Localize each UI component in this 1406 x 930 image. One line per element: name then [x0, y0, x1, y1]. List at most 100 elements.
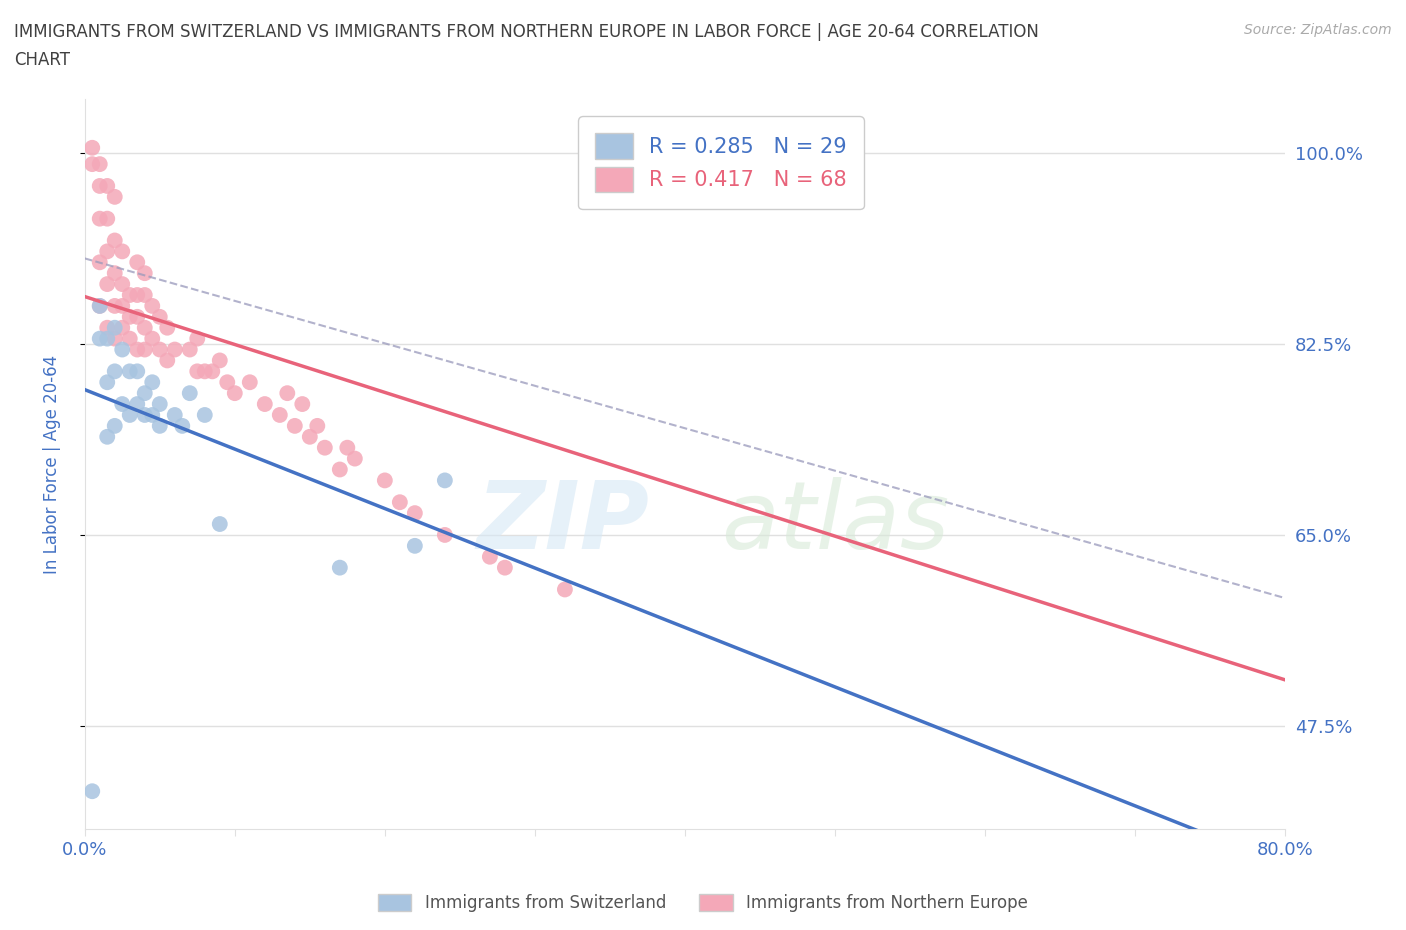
Point — [291, 396, 314, 411]
Point — [554, 582, 576, 597]
Point — [89, 331, 111, 346]
Point — [224, 386, 246, 401]
Point — [149, 396, 172, 411]
Point — [104, 331, 127, 346]
Point — [163, 407, 186, 422]
Point — [111, 299, 134, 313]
Point — [329, 560, 352, 575]
Point — [89, 211, 111, 226]
Text: IMMIGRANTS FROM SWITZERLAND VS IMMIGRANTS FROM NORTHERN EUROPE IN LABOR FORCE | : IMMIGRANTS FROM SWITZERLAND VS IMMIGRANT… — [14, 23, 1039, 41]
Point — [149, 342, 172, 357]
Point — [89, 299, 111, 313]
Point — [156, 320, 179, 335]
Point — [127, 255, 149, 270]
Text: atlas: atlas — [721, 477, 949, 568]
Point — [433, 473, 456, 488]
Point — [111, 320, 134, 335]
Point — [96, 331, 118, 346]
Point — [172, 418, 194, 433]
Point — [82, 156, 104, 171]
Point — [127, 396, 149, 411]
Point — [96, 244, 118, 259]
Point — [111, 342, 134, 357]
Point — [134, 386, 156, 401]
Point — [478, 550, 501, 565]
Point — [89, 179, 111, 193]
Point — [127, 287, 149, 302]
Legend: R = 0.285   N = 29, R = 0.417   N = 68: R = 0.285 N = 29, R = 0.417 N = 68 — [578, 116, 863, 209]
Point — [404, 538, 426, 553]
Point — [127, 310, 149, 325]
Text: ZIP: ZIP — [477, 476, 650, 568]
Point — [179, 386, 201, 401]
Point — [141, 331, 163, 346]
Point — [96, 320, 118, 335]
Point — [96, 211, 118, 226]
Point — [194, 407, 217, 422]
Point — [343, 451, 366, 466]
Point — [824, 140, 846, 155]
Point — [239, 375, 262, 390]
Point — [194, 364, 217, 379]
Point — [104, 233, 127, 248]
Point — [201, 364, 224, 379]
Point — [104, 190, 127, 205]
Point — [104, 418, 127, 433]
Point — [134, 287, 156, 302]
Point — [163, 342, 186, 357]
Point — [89, 156, 111, 171]
Point — [89, 255, 111, 270]
Y-axis label: In Labor Force | Age 20-64: In Labor Force | Age 20-64 — [44, 354, 60, 574]
Point — [134, 320, 156, 335]
Point — [118, 331, 141, 346]
Point — [388, 495, 411, 510]
Point — [104, 320, 127, 335]
Point — [141, 375, 163, 390]
Point — [208, 353, 231, 368]
Point — [433, 527, 456, 542]
Point — [118, 364, 141, 379]
Point — [111, 244, 134, 259]
Point — [336, 440, 359, 455]
Point — [134, 407, 156, 422]
Point — [96, 375, 118, 390]
Point — [141, 407, 163, 422]
Point — [269, 407, 291, 422]
Point — [307, 418, 329, 433]
Point — [149, 310, 172, 325]
Point — [253, 396, 276, 411]
Point — [111, 396, 134, 411]
Text: CHART: CHART — [14, 51, 70, 69]
Point — [82, 140, 104, 155]
Point — [127, 342, 149, 357]
Text: Source: ZipAtlas.com: Source: ZipAtlas.com — [1244, 23, 1392, 37]
Point — [186, 331, 208, 346]
Legend: Immigrants from Switzerland, Immigrants from Northern Europe: Immigrants from Switzerland, Immigrants … — [378, 895, 1028, 912]
Point — [134, 342, 156, 357]
Point — [314, 440, 336, 455]
Point — [104, 299, 127, 313]
Point — [718, 179, 741, 193]
Point — [217, 375, 239, 390]
Point — [141, 299, 163, 313]
Point — [276, 386, 298, 401]
Point — [96, 276, 118, 291]
Point — [104, 266, 127, 281]
Point — [118, 407, 141, 422]
Point — [284, 418, 307, 433]
Point — [404, 506, 426, 521]
Point — [96, 179, 118, 193]
Point — [149, 418, 172, 433]
Point — [82, 784, 104, 799]
Point — [298, 430, 321, 445]
Point — [134, 266, 156, 281]
Point — [208, 516, 231, 531]
Point — [127, 364, 149, 379]
Point — [329, 462, 352, 477]
Point — [179, 342, 201, 357]
Point — [96, 430, 118, 445]
Point — [186, 364, 208, 379]
Point — [111, 276, 134, 291]
Point — [156, 353, 179, 368]
Point — [494, 560, 516, 575]
